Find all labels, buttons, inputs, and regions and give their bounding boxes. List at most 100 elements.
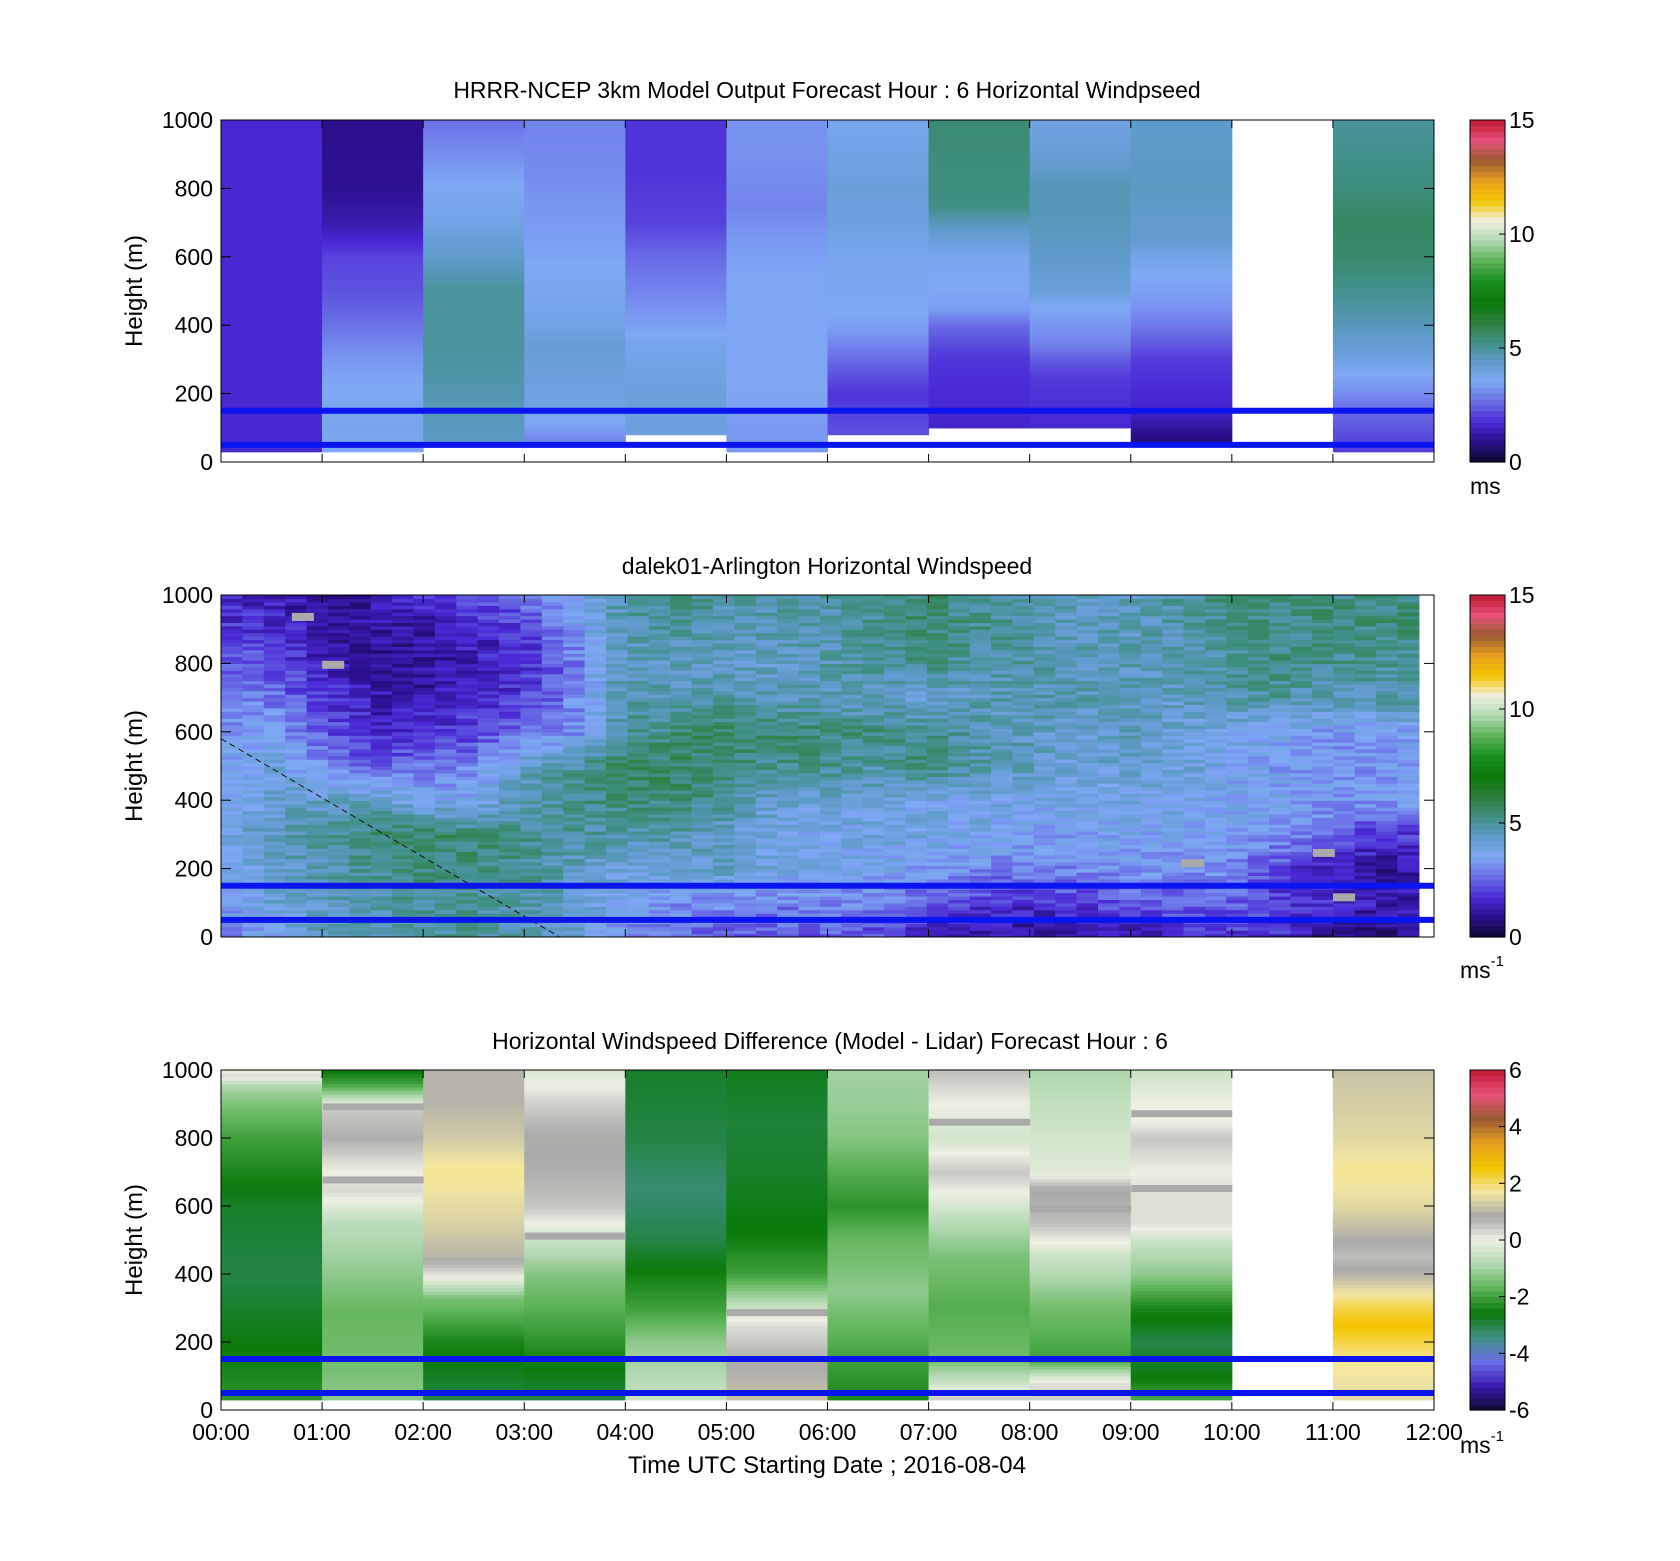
heatmap-cell [777,683,800,688]
heatmap-cell [349,629,372,634]
heatmap-cell [563,899,586,904]
heatmap-cell [370,827,393,832]
heatmap-cell [242,595,265,600]
heatmap-cell [221,728,243,733]
heatmap-cell [349,666,372,671]
heatmap-cell [627,789,650,794]
heatmap-cell [306,728,329,733]
heatmap-cell [349,714,372,719]
heatmap-cell [285,933,308,937]
heatmap-cell [798,752,821,757]
heatmap-cell [670,796,693,801]
heatmap-cell [625,239,727,244]
heatmap-cell [827,212,930,217]
heatmap-cell [798,837,821,842]
heatmap-cell [819,646,842,651]
heatmap-cell [734,892,757,897]
heatmap-cell [456,913,479,918]
heatmap-cell [926,724,949,729]
heatmap-cell [563,728,586,733]
heatmap-cell [524,243,626,248]
heatmap-cell [691,817,714,822]
heatmap-cell [221,690,243,695]
heatmap-cell [349,766,372,771]
heatmap-cell [413,796,436,801]
heatmap-cell [499,865,522,870]
heatmap-cell [221,164,323,169]
heatmap-cell [221,427,323,432]
heatmap-cell [520,656,543,661]
heatmap-cell [584,899,607,904]
heatmap-cell [370,861,393,866]
heatmap-cell [862,786,885,791]
heatmap-cell [670,649,693,654]
heatmap-cell [434,769,457,774]
heatmap-cell [584,830,607,835]
heatmap-cell [884,844,907,849]
heatmap-cell [477,618,500,623]
heatmap-cell [413,670,436,675]
heatmap-cell [1012,762,1035,767]
heatmap-cell [413,687,436,692]
heatmap-cell [827,246,930,251]
heatmap-cell [827,273,930,278]
heatmap-cell [1012,755,1035,760]
heatmap-cell [263,687,286,692]
heatmap-cell [905,714,928,719]
heatmap-cell [884,659,907,664]
heatmap-cell [991,752,1014,757]
heatmap-cell [1012,721,1035,726]
heatmap-cell [327,827,350,832]
heatmap-cell [423,325,525,330]
heatmap-cell [349,783,372,788]
heatmap-cell [499,759,522,764]
heatmap-cell [905,865,928,870]
heatmap-cell [841,598,864,603]
heatmap-cell [948,721,971,726]
heatmap-cell [969,605,992,610]
heatmap-cell [884,892,907,897]
heatmap-cell [263,861,286,866]
heatmap-cell [928,369,1031,374]
heatmap-cell [606,738,629,743]
heatmap-cell [691,783,714,788]
heatmap-cell [862,909,885,914]
heatmap-cell [477,625,500,630]
heatmap-cell [1332,239,1434,244]
heatmap-cell [905,625,928,630]
heatmap-cell [969,892,992,897]
heatmap-cell [327,622,350,627]
heatmap-cell [524,325,626,330]
heatmap-cell [734,865,757,870]
heatmap-cell [221,677,243,682]
heatmap-cell [1012,728,1035,733]
heatmap-cell [327,772,350,777]
heatmap-cell [606,673,629,678]
heatmap-cell [413,899,436,904]
heatmap-cell [755,656,778,661]
heatmap-cell [520,834,543,839]
heatmap-cell [306,913,329,918]
heatmap-cell [1033,813,1056,818]
heatmap-cell [322,198,424,203]
heatmap-cell [798,913,821,918]
heatmap-cell [928,311,1031,316]
heatmap-cell [884,759,907,764]
heatmap-cell [477,824,500,829]
heatmap-cell [905,844,928,849]
heatmap-cell [392,738,415,743]
heatmap-cell [991,769,1014,774]
heatmap-cell [423,130,525,135]
heatmap-cell [1130,267,1233,272]
heatmap-cell [563,595,586,600]
heatmap-cell [221,646,243,651]
heatmap-cell [434,820,457,825]
heatmap-cell [627,810,650,815]
heatmap-cell [670,721,693,726]
heatmap-cell [991,895,1014,900]
heatmap-cell [242,629,265,634]
heatmap-cell [263,848,286,853]
heatmap-cell [726,338,828,343]
heatmap-cell [520,605,543,610]
heatmap-cell [1130,157,1233,162]
